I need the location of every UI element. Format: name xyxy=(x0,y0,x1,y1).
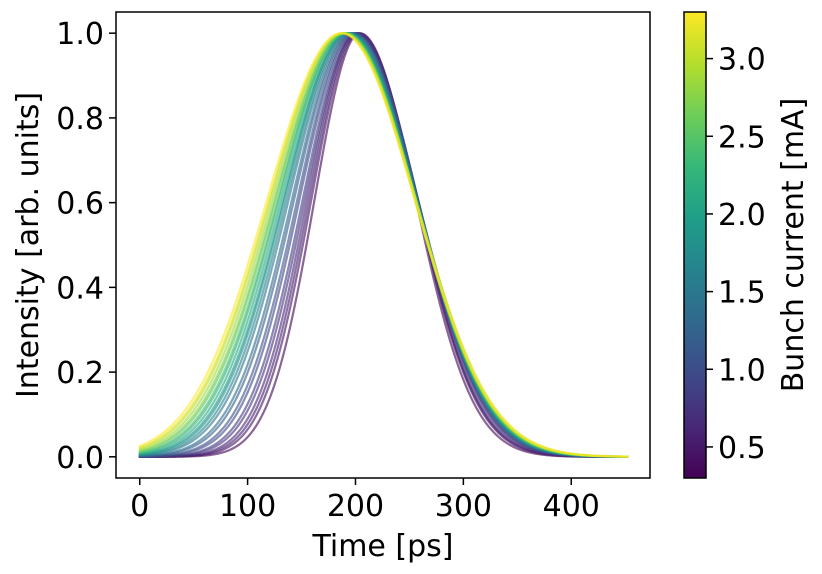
colorbar xyxy=(684,12,706,478)
x-axis-label: Time [ps] xyxy=(311,529,453,564)
x-tick-label: 100 xyxy=(219,489,276,524)
x-tick-label: 0 xyxy=(130,489,149,524)
colorbar-label: Bunch current [mA] xyxy=(776,98,811,393)
y-axis-ticks: 0.0 0.2 0.4 0.6 0.8 1.0 xyxy=(56,17,116,476)
y-tick-label: 1.0 xyxy=(56,17,104,52)
y-axis-label: Intensity [arb. units] xyxy=(11,92,46,398)
plot-frame xyxy=(115,11,651,479)
colorbar-tick-label: 2.0 xyxy=(718,198,766,233)
colorbar-frame xyxy=(683,11,707,479)
colorbar-tick-label: 1.5 xyxy=(718,276,766,311)
colorbar-tick-label: 3.0 xyxy=(718,43,766,78)
y-tick-label: 0.4 xyxy=(56,271,104,306)
y-tick-label: 0.0 xyxy=(56,441,104,476)
x-axis-ticks: 0 100 200 300 400 xyxy=(130,478,600,524)
x-tick-label: 300 xyxy=(435,489,492,524)
y-tick-label: 0.8 xyxy=(56,102,104,137)
colorbar-ticks: 0.5 1.0 1.5 2.0 2.5 3.0 xyxy=(706,43,766,466)
x-tick-label: 400 xyxy=(543,489,600,524)
y-tick-label: 0.2 xyxy=(56,356,104,391)
colorbar-tick-label: 2.5 xyxy=(718,120,766,155)
colorbar-tick-label: 1.0 xyxy=(718,353,766,388)
y-tick-label: 0.6 xyxy=(56,187,104,222)
colorbar-tick-label: 0.5 xyxy=(718,431,766,466)
series-line xyxy=(138,32,629,458)
x-tick-label: 200 xyxy=(327,489,384,524)
series-curves xyxy=(138,32,629,458)
